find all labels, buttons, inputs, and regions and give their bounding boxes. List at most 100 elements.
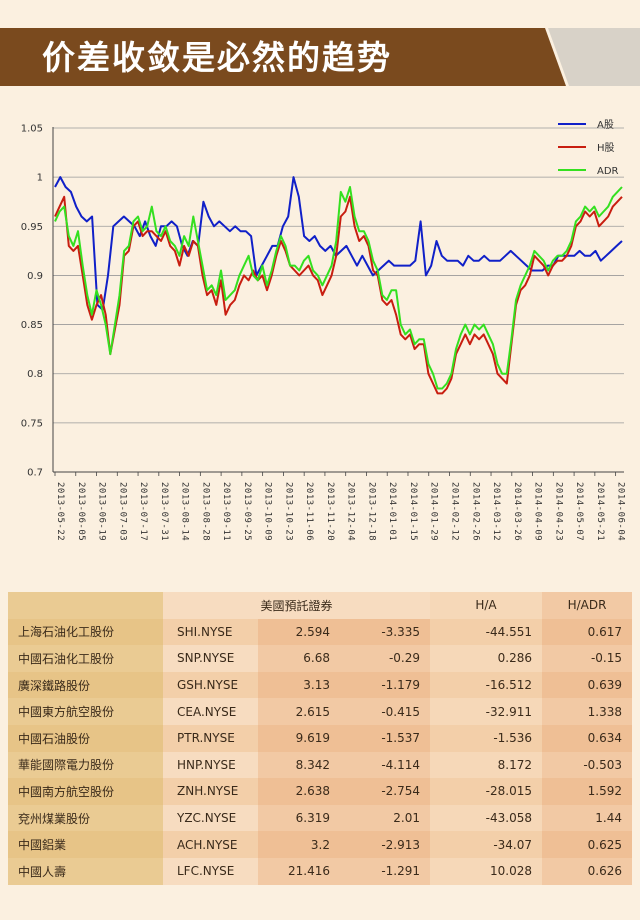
- hadr-premium-cell: 1.592: [542, 778, 632, 805]
- x-tick-label: 2013-06-05: [76, 482, 86, 541]
- x-tick-label: 2013-06-19: [97, 482, 107, 541]
- y-tick-label: 0.9: [27, 271, 43, 282]
- adr-change-cell: -4.114: [340, 751, 430, 779]
- adr-table: 美國預託證券 H/A H/ADR 上海石油化工股份 SHI.NYSE 2.594 -3…: [8, 592, 632, 885]
- ha-premium-cell: 8.172: [430, 751, 542, 779]
- x-tick-label: 2013-09-25: [242, 482, 252, 541]
- banner-bar: [0, 28, 566, 86]
- ha-premium-cell: 10.028: [430, 857, 542, 885]
- hadr-premium-cell: 1.338: [542, 698, 632, 725]
- x-tick-label: 2013-05-22: [55, 482, 65, 541]
- ha-premium-cell: -32.911: [430, 698, 542, 725]
- table-body: 上海石油化工股份 SHI.NYSE 2.594 -3.335 -44.551 0.617 中…: [8, 618, 632, 885]
- legend-label: A股: [597, 119, 614, 131]
- x-tick-label: 2013-10-09: [263, 482, 273, 541]
- x-tick-label: 2014-01-01: [387, 482, 397, 541]
- stock-name-cell: 中國石油化工股份: [8, 645, 163, 672]
- stock-name-cell: 兗州煤業股份: [8, 804, 163, 832]
- stock-name-cell: 廣深鐵路股份: [8, 671, 163, 699]
- adr-ticker-cell: HNP.NYSE: [163, 751, 258, 779]
- ha-premium-cell: -44.551: [430, 618, 542, 646]
- adr-ticker-cell: LFC.NYSE: [163, 857, 258, 885]
- stock-name-cell: 上海石油化工股份: [8, 618, 163, 646]
- adr-ticker-cell: PTR.NYSE: [163, 724, 258, 752]
- hadr-premium-cell: 0.617: [542, 618, 632, 646]
- table-row: 華能國際電力股份 HNP.NYSE 8.342 -4.114 8.172 -0.503: [8, 751, 632, 779]
- x-tick-label: 2014-05-21: [595, 482, 605, 541]
- x-tick-label: 2013-11-06: [304, 482, 314, 541]
- x-tick-label: 2013-12-18: [366, 482, 376, 541]
- adr-price-cell: 3.2: [258, 831, 340, 858]
- stock-name-cell: 中國南方航空股份: [8, 778, 163, 805]
- x-tick-label: 2014-06-04: [616, 482, 626, 541]
- adr-ticker-cell: ZNH.NYSE: [163, 778, 258, 805]
- series-line-0: [54, 176, 623, 311]
- hadr-premium-cell: -0.15: [542, 645, 632, 672]
- series-line-1: [54, 195, 623, 395]
- series-lines: [54, 176, 623, 395]
- x-tick-label: 2013-07-31: [159, 482, 169, 541]
- adr-price-cell: 21.416: [258, 857, 340, 885]
- stock-name-cell: 華能國際電力股份: [8, 751, 163, 779]
- hadr-premium-cell: 0.634: [542, 724, 632, 752]
- adr-change-cell: -1.179: [340, 671, 430, 699]
- ha-premium-cell: -43.058: [430, 804, 542, 832]
- title-banner: [0, 28, 640, 86]
- x-tick-label: 2014-01-29: [429, 482, 439, 541]
- x-tick-label: 2013-10-23: [283, 482, 293, 541]
- table-row: 中國南方航空股份 ZNH.NYSE 2.638 -2.754 -28.015 1.592: [8, 778, 632, 805]
- stock-name-cell: 中國鋁業: [8, 831, 163, 858]
- ha-premium-cell: -1.536: [430, 724, 542, 752]
- adr-ticker-cell: YZC.NYSE: [163, 804, 258, 832]
- stock-name-cell: 中國石油股份: [8, 724, 163, 752]
- adr-ticker-cell: GSH.NYSE: [163, 671, 258, 699]
- table-header-row: 美國預託證券 H/A H/ADR: [8, 592, 632, 619]
- table-row: 中國東方航空股份 CEA.NYSE 2.615 -0.415 -32.911 1.338: [8, 698, 632, 725]
- table-row: 中國石油股份 PTR.NYSE 9.619 -1.537 -1.536 0.634: [8, 724, 632, 752]
- header-adr-group: 美國預託證券: [163, 592, 430, 619]
- y-axis: 0.7 0.75 0.8 0.85 0.9 0.95 1 1.05: [21, 124, 54, 479]
- adr-change-cell: 2.01: [340, 804, 430, 832]
- table-row: 中國石油化工股份 SNP.NYSE 6.68 -0.29 0.286 -0.15: [8, 645, 632, 672]
- adr-change-cell: -1.537: [340, 724, 430, 752]
- table-row: 中國鋁業 ACH.NYSE 3.2 -2.913 -34.07 0.625: [8, 831, 632, 858]
- adr-price-cell: 9.619: [258, 724, 340, 752]
- header-name-cell: [8, 592, 163, 619]
- hadr-premium-cell: 0.625: [542, 831, 632, 858]
- stock-name-cell: 中國東方航空股份: [8, 698, 163, 725]
- x-tick-label: 2014-01-15: [408, 482, 418, 541]
- x-tick-label: 2013-09-11: [221, 482, 231, 541]
- chart-legend: A股 H股 ADR: [558, 119, 619, 177]
- x-tick-label: 2013-07-03: [117, 482, 127, 541]
- y-tick-label: 0.7: [27, 468, 43, 479]
- adr-change-cell: -2.913: [340, 831, 430, 858]
- adr-change-cell: -0.415: [340, 698, 430, 725]
- y-tick-label: 0.75: [21, 418, 43, 429]
- x-tick-label: 2014-03-26: [512, 482, 522, 541]
- x-tick-label: 2013-08-14: [180, 482, 190, 541]
- adr-ticker-cell: CEA.NYSE: [163, 698, 258, 725]
- hadr-premium-cell: 0.639: [542, 671, 632, 699]
- adr-change-cell: -2.754: [340, 778, 430, 805]
- adr-price-cell: 2.594: [258, 618, 340, 646]
- adr-price-cell: 2.615: [258, 698, 340, 725]
- table-row: 廣深鐵路股份 GSH.NYSE 3.13 -1.179 -16.512 0.639: [8, 671, 632, 699]
- adr-change-cell: -1.291: [340, 857, 430, 885]
- x-tick-label: 2014-04-23: [553, 482, 563, 541]
- y-tick-label: 0.8: [27, 369, 43, 380]
- x-tick-label: 2013-08-28: [200, 482, 210, 541]
- x-tick-label: 2014-03-12: [491, 482, 501, 541]
- hadr-premium-cell: 1.44: [542, 804, 632, 832]
- hadr-premium-cell: -0.503: [542, 751, 632, 779]
- adr-change-cell: -0.29: [340, 645, 430, 672]
- legend-label: ADR: [597, 166, 619, 177]
- banner-accent: [548, 28, 640, 86]
- x-tick-label: 2014-05-07: [574, 482, 584, 541]
- adr-ticker-cell: SHI.NYSE: [163, 618, 258, 646]
- x-tick-label: 2013-12-04: [346, 482, 356, 541]
- x-tick-label: 2014-04-09: [533, 482, 543, 541]
- table-row: 中國人壽 LFC.NYSE 21.416 -1.291 10.028 0.626: [8, 857, 632, 885]
- ha-premium-cell: -28.015: [430, 778, 542, 805]
- adr-price-cell: 8.342: [258, 751, 340, 779]
- x-tick-label: 2013-11-20: [325, 482, 335, 541]
